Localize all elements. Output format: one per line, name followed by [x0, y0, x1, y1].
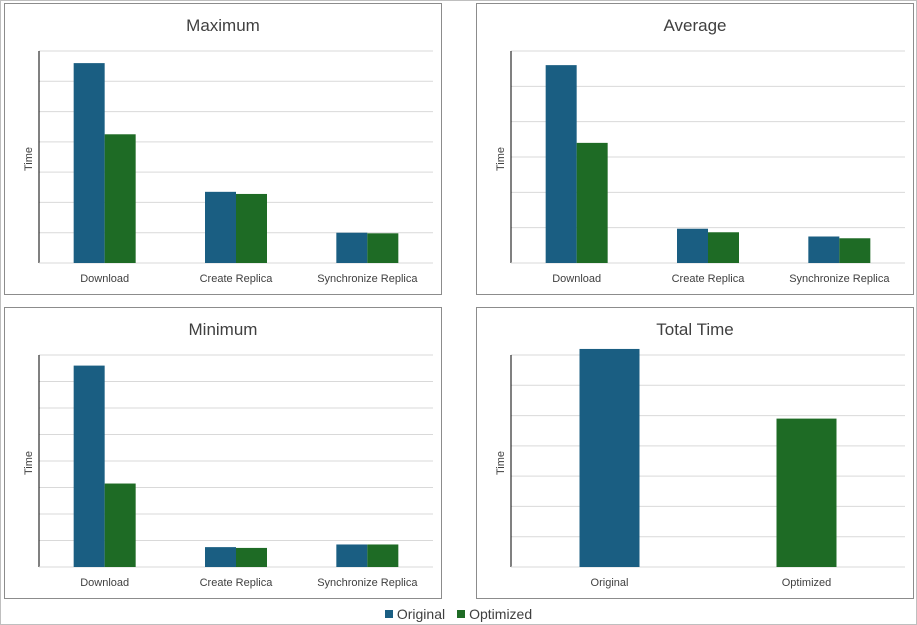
bar	[104, 483, 136, 567]
legend-swatch-optimized	[457, 610, 466, 618]
plot-area: Download Create Replica Synchronize Replic…	[38, 354, 433, 589]
x-tick-label: Synchronize Replica	[789, 273, 890, 285]
plot-area: Download Create Replica Synchronize Replic…	[38, 50, 433, 285]
bar	[677, 228, 708, 263]
legend-swatch-original	[384, 610, 393, 618]
plot-area: Original Optimized	[510, 348, 905, 589]
x-tick-label: Synchronize Replica	[317, 273, 418, 285]
legend-label-original: Original	[396, 606, 446, 622]
chart-title: Total Time	[656, 320, 733, 339]
y-axis-label: Time	[495, 451, 507, 475]
bar	[708, 232, 739, 263]
x-tick-label: Synchronize Replica	[317, 577, 418, 589]
y-axis-label: Time	[23, 147, 35, 171]
y-axis-label: Time	[23, 451, 35, 475]
bar	[776, 418, 837, 567]
chart-maximum: Maximum Time Download Create Replica Synch…	[23, 16, 433, 285]
chart-title: Minimum	[189, 320, 258, 339]
chart-panel-maximum: Maximum Time Download Create Replica Synch…	[4, 3, 442, 295]
bar	[367, 233, 399, 263]
x-tick-label: Download	[552, 273, 601, 285]
legend-label-optimized: Optimized	[469, 606, 533, 622]
bar	[104, 134, 136, 263]
bar	[336, 544, 368, 567]
bar	[576, 142, 608, 263]
bar	[236, 547, 267, 567]
chart-total-time: Total Time Time Original Optimized	[495, 320, 905, 589]
bar	[808, 236, 840, 263]
bar	[545, 65, 577, 263]
x-tick-label: Original	[591, 577, 629, 589]
plot-area: Download Create Replica Synchronize Replic…	[510, 50, 905, 285]
chart-panel-average: Average Time Download Create Replica Synch…	[476, 3, 914, 295]
x-tick-label: Download	[80, 577, 129, 589]
chart-minimum: Minimum Time Download Create Replica Synch…	[23, 320, 433, 589]
bar	[236, 193, 267, 263]
bar	[579, 348, 640, 567]
chart-title: Average	[663, 16, 726, 35]
bar	[73, 365, 105, 567]
chart-title: Maximum	[186, 16, 260, 35]
bar	[205, 547, 236, 567]
x-tick-label: Optimized	[782, 577, 832, 589]
bar	[367, 544, 399, 567]
y-axis-label: Time	[495, 147, 507, 171]
chart-average: Average Time Download Create Replica Synch…	[495, 16, 905, 285]
x-tick-label: Download	[80, 273, 129, 285]
x-tick-label: Create Replica	[200, 577, 274, 589]
chart-panel-total-time: Total Time Time Original Optimized	[476, 307, 914, 599]
legend-item-optimized: Optimized	[457, 606, 532, 622]
x-tick-label: Create Replica	[200, 273, 274, 285]
bar	[205, 191, 236, 263]
legend-item-original: Original	[384, 606, 446, 622]
bar	[73, 63, 105, 263]
bar	[839, 238, 871, 263]
x-tick-label: Create Replica	[672, 273, 746, 285]
legend: Original Optimized	[0, 606, 917, 622]
bar	[336, 232, 368, 263]
chart-panel-minimum: Minimum Time Download Create Replica Synch…	[4, 307, 442, 599]
